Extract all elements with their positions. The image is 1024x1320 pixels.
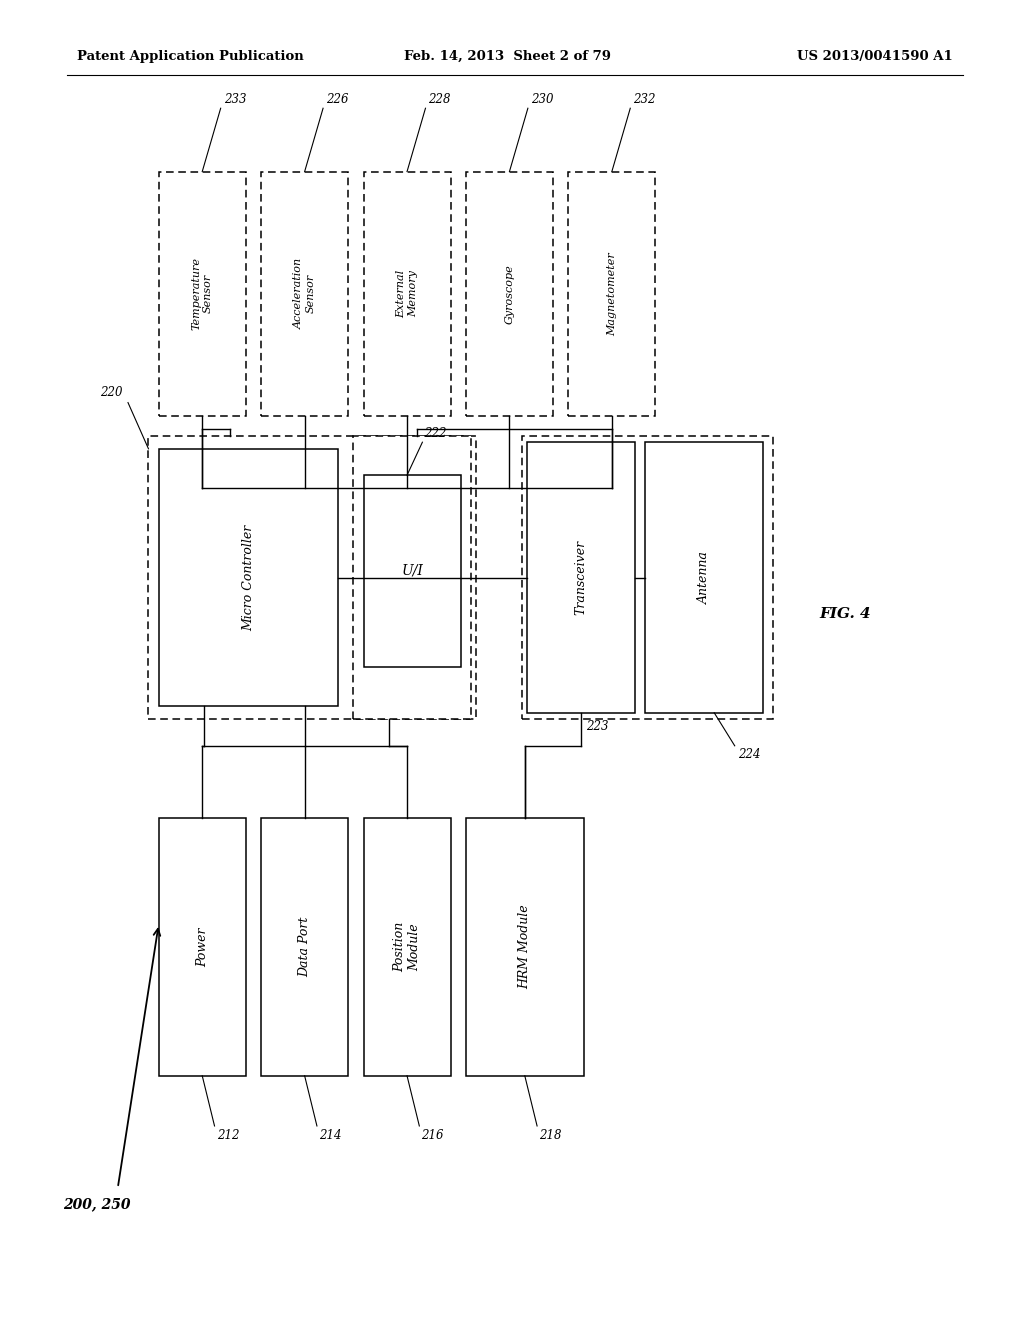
Text: Gyroscope: Gyroscope — [505, 264, 514, 323]
FancyBboxPatch shape — [364, 475, 461, 667]
Text: Transceiver: Transceiver — [574, 540, 588, 615]
Text: 228: 228 — [428, 92, 451, 106]
Text: Magnetometer: Magnetometer — [607, 252, 616, 335]
Text: 232: 232 — [633, 92, 655, 106]
Text: Antenna: Antenna — [697, 550, 711, 605]
Text: 220: 220 — [100, 385, 123, 399]
FancyBboxPatch shape — [159, 449, 338, 706]
Text: 226: 226 — [326, 92, 348, 106]
Text: 218: 218 — [540, 1129, 561, 1142]
Text: Feb. 14, 2013  Sheet 2 of 79: Feb. 14, 2013 Sheet 2 of 79 — [404, 50, 611, 63]
Text: U/I: U/I — [401, 564, 423, 578]
FancyBboxPatch shape — [527, 442, 635, 713]
FancyBboxPatch shape — [353, 436, 471, 719]
FancyBboxPatch shape — [568, 172, 655, 416]
FancyBboxPatch shape — [364, 818, 451, 1076]
FancyBboxPatch shape — [159, 818, 246, 1076]
FancyBboxPatch shape — [364, 172, 451, 416]
Text: US 2013/0041590 A1: US 2013/0041590 A1 — [797, 50, 952, 63]
Text: 200, 250: 200, 250 — [63, 1197, 131, 1210]
Text: Acceleration
Sensor: Acceleration Sensor — [294, 259, 315, 329]
FancyBboxPatch shape — [466, 818, 584, 1076]
Text: Patent Application Publication: Patent Application Publication — [77, 50, 303, 63]
Text: 223: 223 — [586, 719, 608, 733]
FancyBboxPatch shape — [159, 172, 246, 416]
FancyBboxPatch shape — [466, 172, 553, 416]
Text: Power: Power — [196, 928, 209, 966]
Text: 212: 212 — [217, 1129, 239, 1142]
Text: Temperature
Sensor: Temperature Sensor — [191, 257, 213, 330]
Text: Micro Controller: Micro Controller — [242, 524, 255, 631]
Text: FIG. 4: FIG. 4 — [819, 607, 870, 620]
FancyBboxPatch shape — [522, 436, 773, 719]
Text: 224: 224 — [737, 748, 760, 762]
Text: External
Memory: External Memory — [396, 269, 418, 318]
FancyBboxPatch shape — [645, 442, 763, 713]
FancyBboxPatch shape — [148, 436, 476, 719]
FancyBboxPatch shape — [261, 172, 348, 416]
Text: Data Port: Data Port — [298, 917, 311, 977]
FancyBboxPatch shape — [261, 818, 348, 1076]
Text: HRM Module: HRM Module — [518, 904, 531, 990]
Text: 233: 233 — [223, 92, 246, 106]
Text: 216: 216 — [422, 1129, 443, 1142]
Text: 222: 222 — [424, 426, 446, 440]
Text: Position
Module: Position Module — [393, 921, 421, 973]
Text: 214: 214 — [319, 1129, 341, 1142]
Text: 230: 230 — [530, 92, 553, 106]
